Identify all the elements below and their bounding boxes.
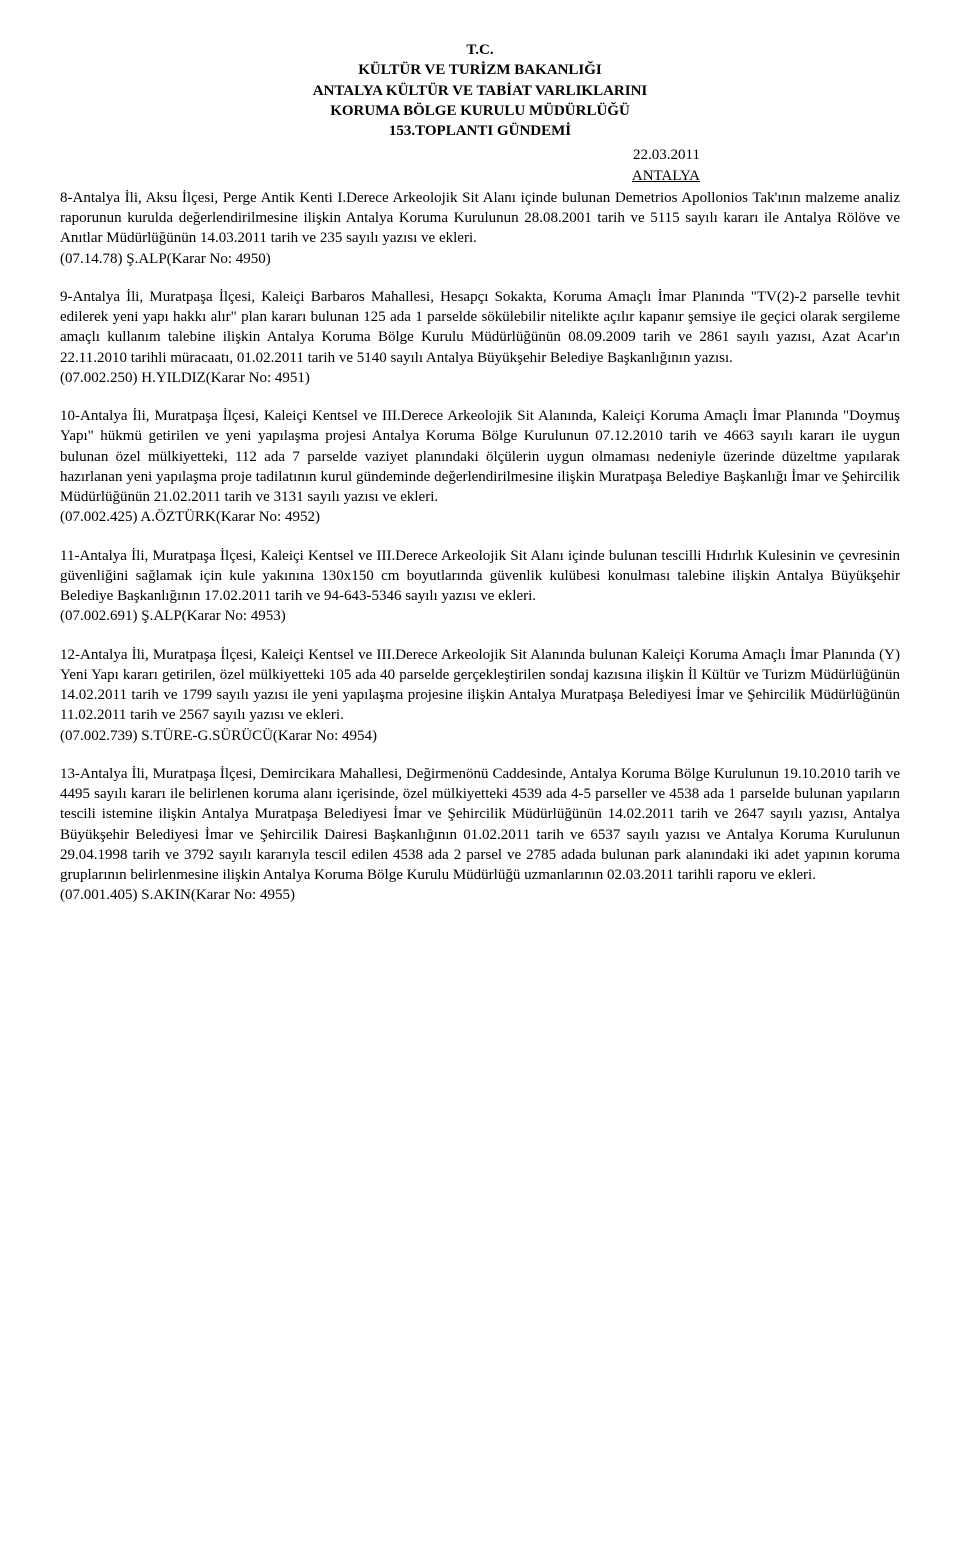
header-line-2: KÜLTÜR VE TURİZM BAKANLIĞI (60, 60, 900, 80)
doc-header: T.C. KÜLTÜR VE TURİZM BAKANLIĞI ANTALYA … (60, 40, 900, 141)
meeting-date: 22.03.2011 (60, 145, 700, 165)
agenda-item-ref: (07.002.739) S.TÜRE-G.SÜRÜCÜ(Karar No: 4… (60, 728, 377, 744)
agenda-item-12: 12-Antalya İli, Muratpaşa İlçesi, Kaleiç… (60, 645, 900, 746)
agenda-item-8: 8-Antalya İli, Aksu İlçesi, Perge Antik … (60, 188, 900, 269)
agenda-item-ref: (07.001.405) S.AKIN(Karar No: 4955) (60, 887, 295, 903)
agenda-item-10: 10-Antalya İli, Muratpaşa İlçesi, Kaleiç… (60, 406, 900, 528)
header-line-1: T.C. (60, 40, 900, 60)
agenda-item-body: 8-Antalya İli, Aksu İlçesi, Perge Antik … (60, 190, 900, 247)
header-line-5: 153.TOPLANTI GÜNDEMİ (60, 121, 900, 141)
agenda-item-13: 13-Antalya İli, Muratpaşa İlçesi, Demirc… (60, 764, 900, 906)
agenda-item-ref: (07.002.691) Ş.ALP(Karar No: 4953) (60, 608, 286, 624)
header-line-3: ANTALYA KÜLTÜR VE TABİAT VARLIKLARINI (60, 81, 900, 101)
meeting-location: ANTALYA (60, 166, 700, 186)
agenda-item-ref: (07.002.250) H.YILDIZ(Karar No: 4951) (60, 370, 310, 386)
agenda-item-body: 10-Antalya İli, Muratpaşa İlçesi, Kaleiç… (60, 408, 900, 505)
agenda-item-body: 13-Antalya İli, Muratpaşa İlçesi, Demirc… (60, 766, 900, 883)
header-line-4: KORUMA BÖLGE KURULU MÜDÜRLÜĞÜ (60, 101, 900, 121)
agenda-item-body: 11-Antalya İli, Muratpaşa İlçesi, Kaleiç… (60, 548, 900, 605)
agenda-item-9: 9-Antalya İli, Muratpaşa İlçesi, Kaleiçi… (60, 287, 900, 388)
agenda-item-ref: (07.14.78) Ş.ALP(Karar No: 4950) (60, 251, 271, 267)
agenda-item-11: 11-Antalya İli, Muratpaşa İlçesi, Kaleiç… (60, 546, 900, 627)
date-block: 22.03.2011 ANTALYA (60, 145, 900, 186)
agenda-item-ref: (07.002.425) A.ÖZTÜRK(Karar No: 4952) (60, 509, 320, 525)
agenda-item-body: 9-Antalya İli, Muratpaşa İlçesi, Kaleiçi… (60, 289, 900, 366)
agenda-item-body: 12-Antalya İli, Muratpaşa İlçesi, Kaleiç… (60, 647, 900, 724)
